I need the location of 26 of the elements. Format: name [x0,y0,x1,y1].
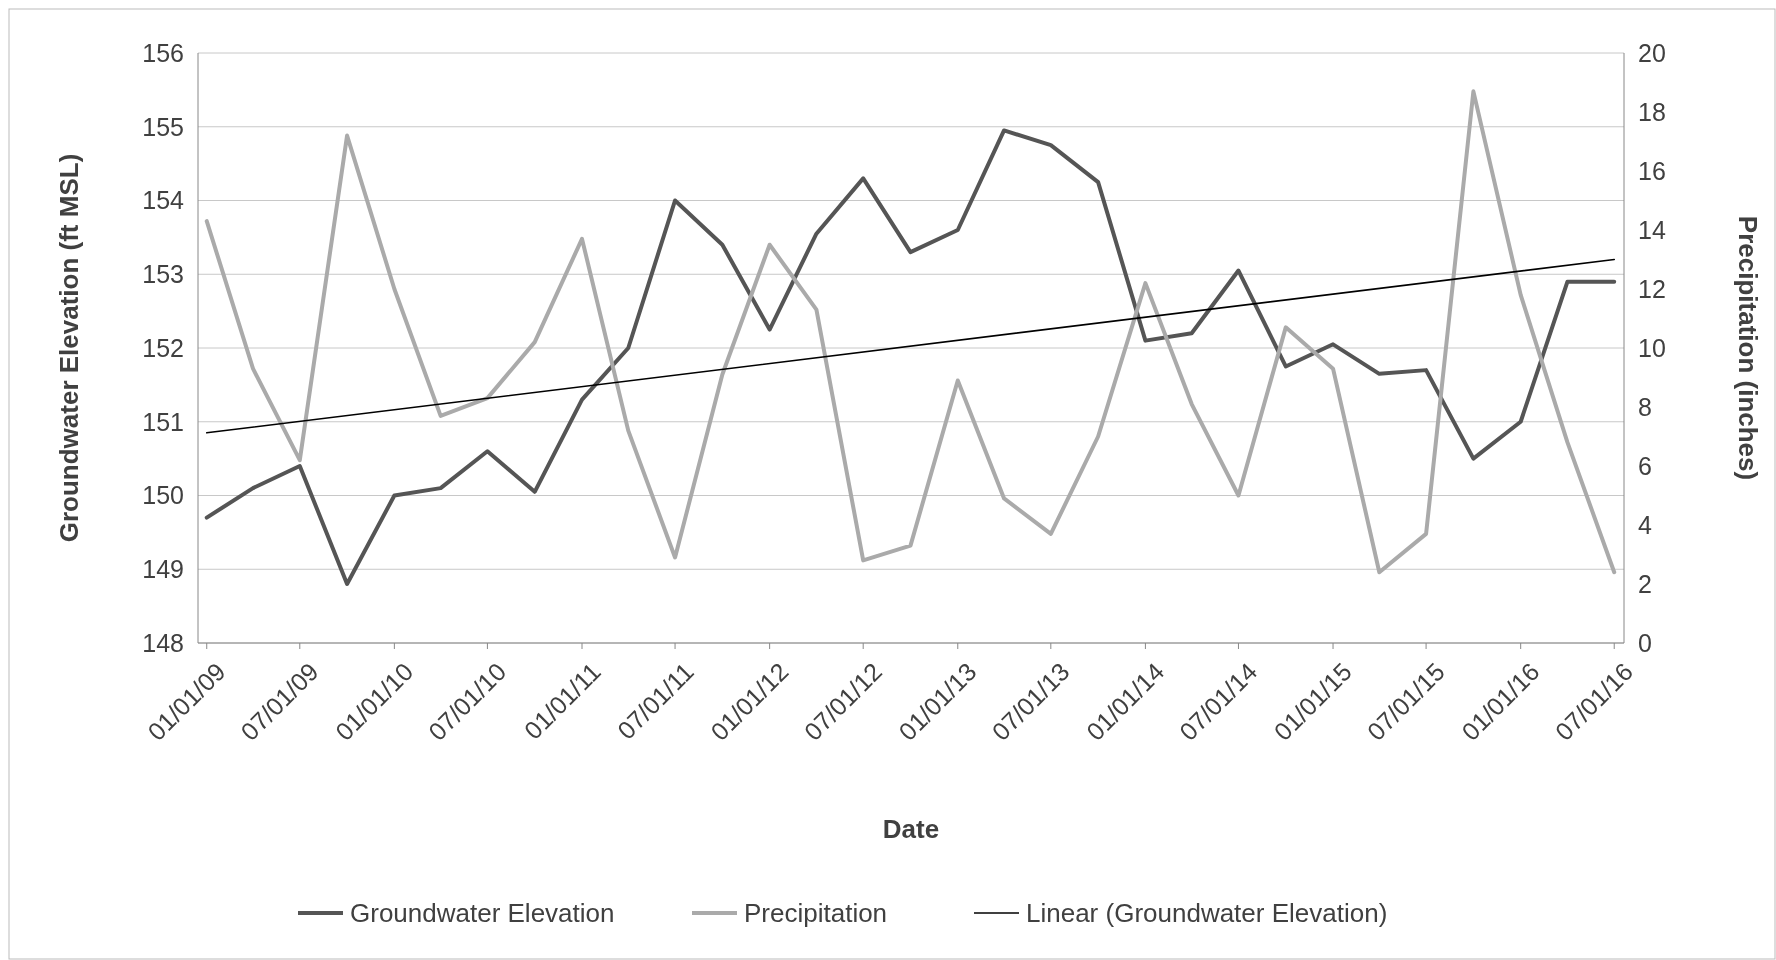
y2-tick-label: 10 [1638,333,1666,362]
x-axis-title: Date [882,814,940,844]
y2-tick-label: 18 [1638,97,1666,126]
y-tick-label: 154 [142,186,185,215]
legend-label: Groundwater Elevation [350,898,615,929]
y-tick-label: 149 [142,555,184,583]
y2-axis-title: Precipitation (inches) [1733,215,1763,481]
legend-label: Precipitation [744,898,888,929]
legend-label: Linear (Groundwater Elevation) [1026,898,1388,929]
y-tick-label: 156 [142,38,184,67]
y2-tick-label: 6 [1638,451,1652,480]
y2-tick-label: 16 [1638,156,1666,185]
y-tick-label: 148 [142,628,184,657]
y2-tick-label: 4 [1638,510,1652,539]
y-tick-label: 153 [142,260,184,288]
y2-tick-label: 12 [1638,274,1666,303]
y-tick-label: 152 [142,333,184,362]
y-tick-label: 155 [142,112,184,141]
y2-tick-label: 14 [1638,215,1666,244]
y2-tick-label: 8 [1638,392,1652,421]
y2-tick-label: 0 [1638,628,1652,657]
y-tick-label: 151 [142,407,184,436]
y2-tick-label: 20 [1638,38,1666,67]
y-axis-title: Groundwater Elevation (ft MSL) [54,153,84,543]
y-tick-label: 150 [142,481,184,510]
y2-tick-label: 2 [1638,569,1652,598]
